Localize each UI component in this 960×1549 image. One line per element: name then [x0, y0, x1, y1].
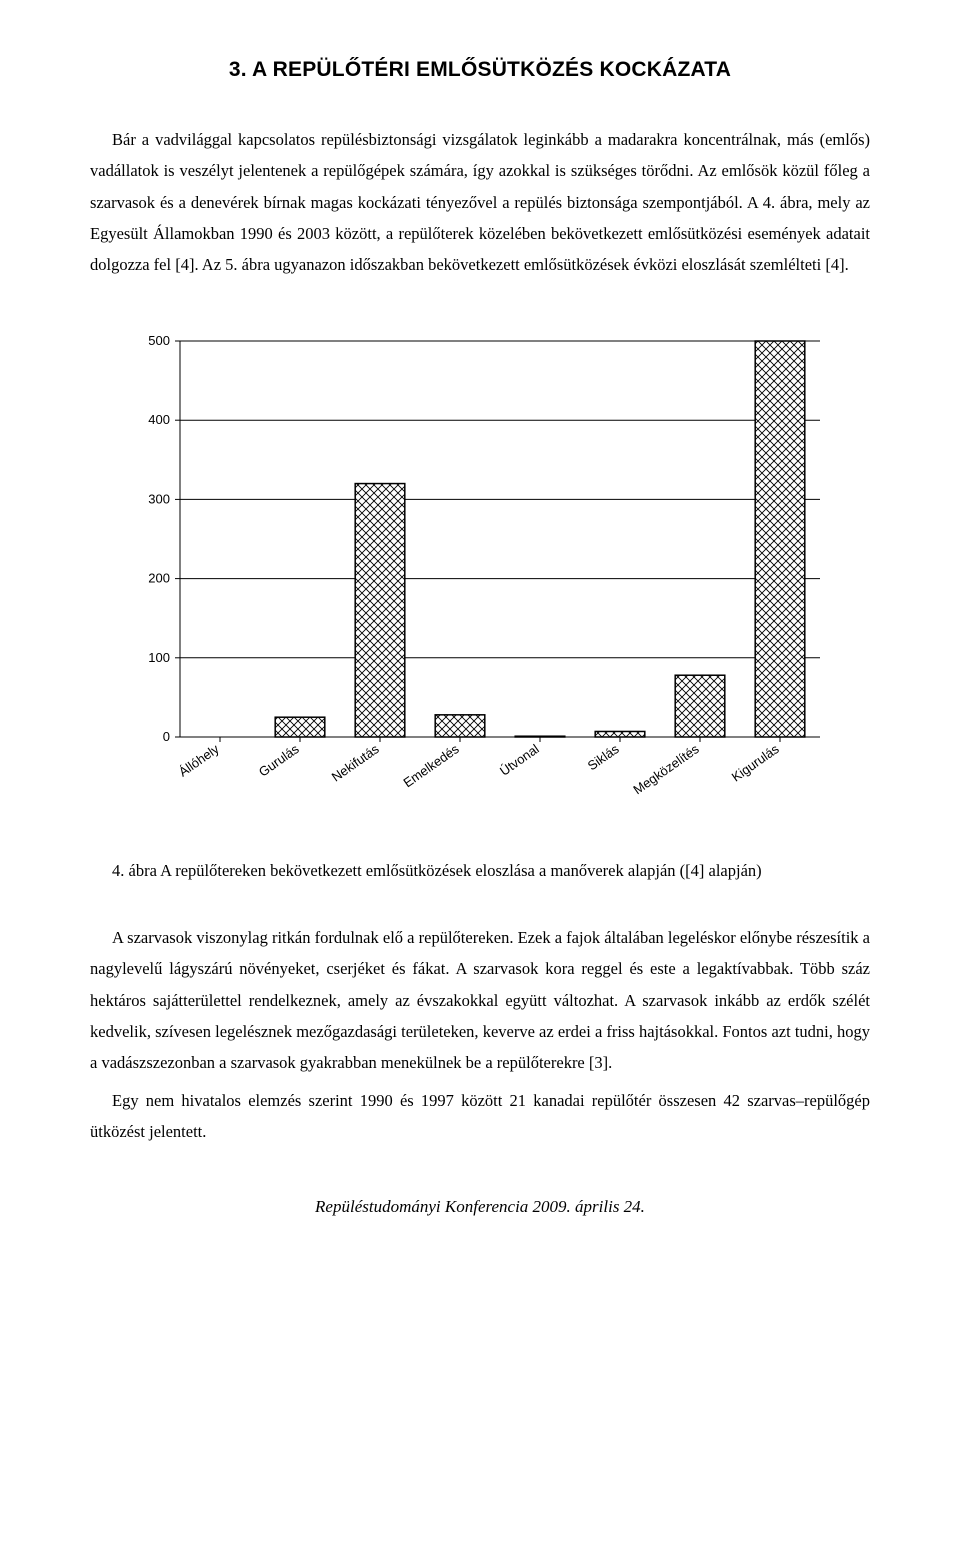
bar — [675, 675, 725, 737]
svg-text:500: 500 — [148, 333, 170, 348]
svg-text:400: 400 — [148, 412, 170, 427]
svg-text:0: 0 — [163, 729, 170, 744]
page-footer: Repüléstudományi Konferencia 2009. ápril… — [90, 1191, 870, 1223]
paragraph-intro: Bár a vadvilággal kapcsolatos repülésbiz… — [90, 124, 870, 281]
bar — [435, 714, 485, 736]
svg-text:300: 300 — [148, 491, 170, 506]
bar-chart-svg: 0100200300400500ÁllóhelyGurulásNekifutás… — [130, 329, 830, 829]
bar — [355, 483, 405, 736]
paragraph-deer: A szarvasok viszonylag ritkán fordulnak … — [90, 922, 870, 1079]
paragraph-canadian: Egy nem hivatalos elemzés szerint 1990 é… — [90, 1085, 870, 1148]
svg-text:100: 100 — [148, 649, 170, 664]
svg-text:200: 200 — [148, 570, 170, 585]
bar — [755, 341, 805, 737]
bar-chart-figure4: 0100200300400500ÁllóhelyGurulásNekifutás… — [130, 329, 830, 829]
bar — [275, 717, 325, 737]
figure4-caption: 4. ábra A repülőtereken bekövetkezett em… — [90, 855, 870, 886]
bar — [595, 731, 645, 737]
bar — [515, 736, 565, 737]
section-title: 3. A REPÜLŐTÉRI EMLŐSÜTKÖZÉS KOCKÁZATA — [90, 50, 870, 90]
